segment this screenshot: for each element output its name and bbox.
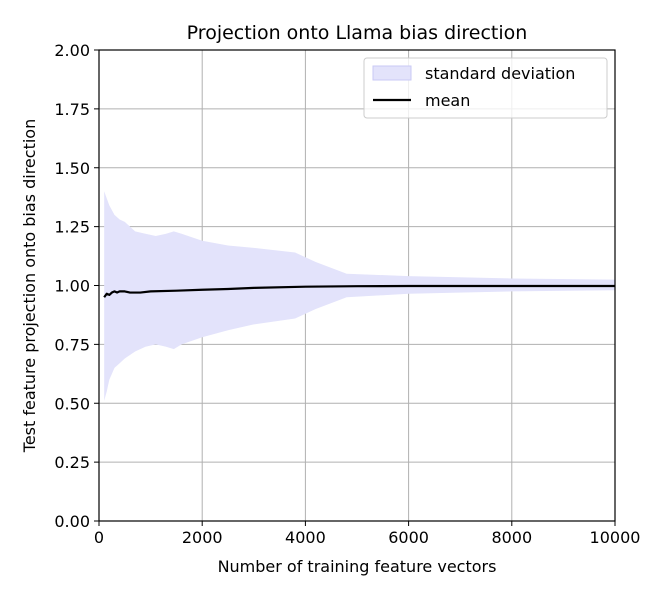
ticks: 0 2000 4000 6000 8000 10000 0.00 0.25 0.50 0.75 1.… [54, 41, 640, 547]
legend-label-std: standard deviation [425, 64, 575, 83]
series-std-band [104, 191, 615, 401]
y-tick-label: 0.50 [54, 394, 90, 413]
x-tick-label: 0 [94, 528, 104, 547]
plot-area [103, 191, 615, 401]
y-tick-label: 1.50 [54, 159, 90, 178]
x-tick-label: 2000 [182, 528, 223, 547]
x-tick-label: 8000 [491, 528, 532, 547]
x-tick-label: 4000 [285, 528, 326, 547]
y-tick-label: 0.25 [54, 453, 90, 472]
x-tick-label: 6000 [388, 528, 429, 547]
y-tick-label: 1.00 [54, 277, 90, 296]
chart-title: Projection onto Llama bias direction [187, 22, 528, 44]
y-axis-label: Test feature projection onto bias direct… [20, 119, 39, 453]
legend-label-mean: mean [425, 91, 470, 110]
y-tick-label: 2.00 [54, 41, 90, 60]
x-axis-label: Number of training feature vectors [218, 557, 497, 576]
y-tick-label: 1.75 [54, 100, 90, 119]
legend-swatch-std [372, 65, 412, 81]
legend-box [363, 57, 608, 119]
y-tick-label: 0.00 [54, 512, 90, 531]
y-tick-label: 1.25 [54, 218, 90, 237]
y-tick-label: 0.75 [54, 335, 90, 354]
x-tick-label: 10000 [590, 528, 641, 547]
legend: standard deviation mean [363, 57, 608, 119]
series-mean-line [103, 284, 615, 298]
